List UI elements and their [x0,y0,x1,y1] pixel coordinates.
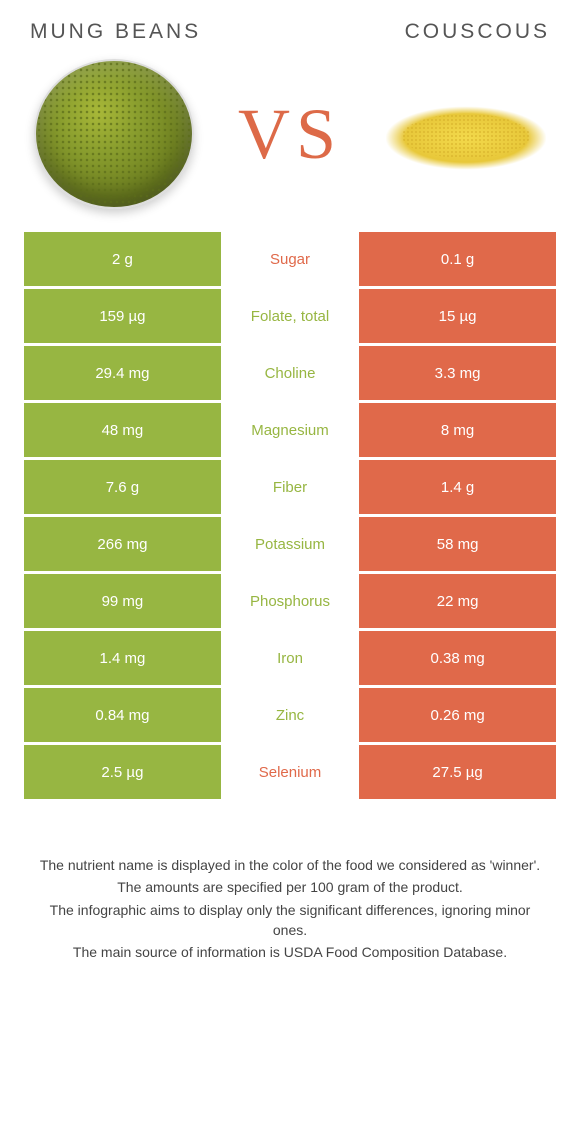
nutrient-label: Fiber [221,460,359,514]
footnote-line: The nutrient name is displayed in the co… [32,855,548,875]
right-food-title: COUSCOUS [405,20,550,44]
mung-beans-icon [34,59,194,209]
nutrient-label: Phosphorus [221,574,359,628]
left-value-cell: 2 g [24,232,221,286]
footnote-line: The main source of information is USDA F… [32,942,548,962]
table-row: 2.5 µgSelenium27.5 µg [24,745,556,799]
footnote-line: The infographic aims to display only the… [32,900,548,941]
nutrient-label: Folate, total [221,289,359,343]
left-food-title: MUNG BEANS [30,20,201,44]
right-value-cell: 1.4 g [359,460,556,514]
left-value-cell: 2.5 µg [24,745,221,799]
nutrient-label: Sugar [221,232,359,286]
right-value-cell: 0.26 mg [359,688,556,742]
comparison-table: 2 gSugar0.1 g159 µgFolate, total15 µg29.… [24,232,556,799]
footnote-line: The amounts are specified per 100 gram o… [32,877,548,897]
left-value-cell: 1.4 mg [24,631,221,685]
couscous-icon [386,94,546,174]
right-value-cell: 27.5 µg [359,745,556,799]
table-row: 266 mgPotassium58 mg [24,517,556,571]
nutrient-label: Potassium [221,517,359,571]
right-value-cell: 15 µg [359,289,556,343]
left-food-image [24,64,204,204]
header: MUNG BEANS COUSCOUS [24,20,556,44]
nutrient-label: Selenium [221,745,359,799]
table-row: 159 µgFolate, total15 µg [24,289,556,343]
table-row: 7.6 gFiber1.4 g [24,460,556,514]
right-value-cell: 0.1 g [359,232,556,286]
table-row: 0.84 mgZinc0.26 mg [24,688,556,742]
table-row: 2 gSugar0.1 g [24,232,556,286]
right-value-cell: 0.38 mg [359,631,556,685]
left-value-cell: 99 mg [24,574,221,628]
table-row: 48 mgMagnesium8 mg [24,403,556,457]
right-value-cell: 3.3 mg [359,346,556,400]
left-value-cell: 7.6 g [24,460,221,514]
hero-row: VS [24,64,556,204]
nutrient-label: Zinc [221,688,359,742]
table-row: 29.4 mgCholine3.3 mg [24,346,556,400]
table-row: 99 mgPhosphorus22 mg [24,574,556,628]
left-value-cell: 159 µg [24,289,221,343]
vs-label: VS [238,93,342,176]
nutrient-label: Choline [221,346,359,400]
left-value-cell: 0.84 mg [24,688,221,742]
right-value-cell: 8 mg [359,403,556,457]
left-value-cell: 29.4 mg [24,346,221,400]
table-row: 1.4 mgIron0.38 mg [24,631,556,685]
nutrient-label: Magnesium [221,403,359,457]
right-value-cell: 58 mg [359,517,556,571]
right-value-cell: 22 mg [359,574,556,628]
footnotes: The nutrient name is displayed in the co… [24,855,556,962]
nutrient-label: Iron [221,631,359,685]
left-value-cell: 48 mg [24,403,221,457]
left-value-cell: 266 mg [24,517,221,571]
right-food-image [376,64,556,204]
